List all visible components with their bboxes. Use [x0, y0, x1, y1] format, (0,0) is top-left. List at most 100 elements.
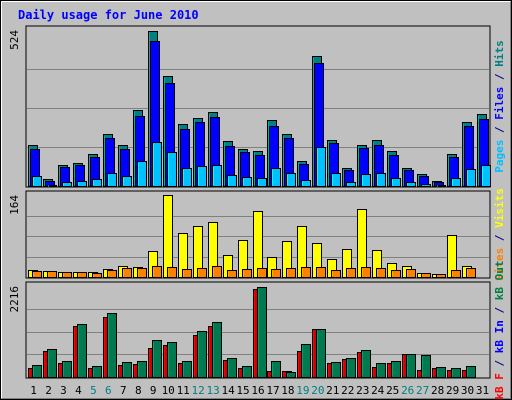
bar-sites	[391, 270, 401, 278]
bar-sites	[436, 274, 446, 278]
bar-sites	[137, 268, 147, 278]
day-label: 29	[446, 384, 459, 397]
legend-part: kB F	[493, 373, 506, 400]
bar-pages	[286, 173, 296, 187]
bar-sites	[62, 272, 72, 278]
day-label: 28	[431, 384, 444, 397]
bar-pages	[152, 142, 162, 187]
bar-kb-out	[122, 362, 132, 378]
bar-sites	[212, 266, 222, 278]
bar-sites	[316, 267, 326, 278]
panel-hits_files_pages: 524 Pages / Files / Hits	[8, 25, 506, 188]
day-label: 12	[191, 384, 204, 397]
legend-part: /	[493, 120, 506, 140]
bar-kb-out	[301, 344, 311, 378]
legend-part: /	[493, 353, 506, 373]
day-label: 17	[266, 384, 279, 397]
legend-part: kB Out	[493, 260, 506, 300]
panel-legend-label: Sites / Visits	[493, 188, 506, 281]
bar-pages	[92, 179, 102, 187]
legend-part: Visits	[493, 188, 506, 228]
bar-sites	[301, 267, 311, 278]
bar-pages	[122, 176, 132, 187]
bar-pages	[167, 152, 177, 187]
bar-kb-out	[331, 362, 341, 378]
bar-kb-out	[361, 350, 371, 378]
bar-pages	[406, 182, 416, 187]
bar-kb-out	[62, 361, 72, 378]
bar-kb-out	[436, 367, 446, 378]
day-label: 3	[60, 384, 67, 397]
bar-sites	[421, 273, 431, 278]
legend-part: /	[493, 228, 506, 248]
bar-kb-out	[227, 358, 237, 378]
bar-sites	[331, 270, 341, 278]
bar-pages	[47, 185, 57, 187]
bar-pages	[197, 166, 207, 187]
day-label: 26	[401, 384, 414, 397]
bar-sites	[376, 268, 386, 278]
bar-pages	[391, 178, 401, 187]
legend-part: Files	[493, 87, 506, 120]
bar-kb-out	[197, 331, 207, 378]
bar-kb-out	[167, 342, 177, 378]
bar-sites	[257, 268, 267, 278]
day-label: 25	[386, 384, 399, 397]
bar-pages	[271, 168, 281, 187]
bar-sites	[107, 270, 117, 278]
day-label: 18	[281, 384, 294, 397]
day-label: 30	[461, 384, 474, 397]
bar-pages	[316, 147, 326, 187]
bar-kb-out	[107, 313, 117, 378]
bar-sites	[286, 268, 296, 278]
bar-kb-out	[316, 329, 326, 378]
panel-legend-label: Pages / Files / Hits	[493, 40, 506, 173]
bars	[28, 31, 491, 187]
bar-sites	[466, 268, 476, 278]
bar-pages	[421, 184, 431, 187]
day-label: 6	[105, 384, 112, 397]
bar-pages	[77, 181, 87, 187]
legend-part: kB In	[493, 320, 506, 353]
bar-pages	[331, 173, 341, 187]
bars	[28, 195, 476, 278]
panel-ymax-label: 164	[8, 195, 21, 215]
day-label: 8	[135, 384, 142, 397]
day-label: 1	[30, 384, 37, 397]
bar-sites	[122, 268, 132, 278]
legend-part: /	[493, 300, 506, 320]
bar-sites	[167, 267, 177, 278]
bar-kb-out	[376, 363, 386, 378]
day-label: 5	[90, 384, 97, 397]
bar-kb-out	[152, 340, 162, 378]
day-label: 16	[251, 384, 264, 397]
bar-pages	[182, 168, 192, 187]
bar-pages	[212, 165, 222, 187]
chart-title: Daily usage for June 2010	[18, 8, 199, 22]
day-label: 24	[371, 384, 385, 397]
day-label: 20	[311, 384, 324, 397]
panel-ymax-label: 524	[8, 30, 21, 50]
bar-kb-out	[182, 361, 192, 378]
bar-sites	[32, 271, 42, 278]
bar-kb-out	[137, 361, 147, 378]
day-label: 4	[75, 384, 82, 397]
bar-kb-out	[92, 366, 102, 378]
bar-pages	[346, 182, 356, 187]
bar-sites	[227, 270, 237, 278]
day-label: 11	[177, 384, 190, 397]
bar-kb-out	[212, 322, 222, 378]
day-label: 13	[206, 384, 219, 397]
day-label: 15	[236, 384, 249, 397]
bar-pages	[137, 161, 147, 187]
bar-pages	[481, 165, 491, 187]
bar-kb-out	[47, 349, 57, 378]
legend-part: Hits	[493, 40, 506, 67]
bar-sites	[361, 267, 371, 278]
day-label: 2	[45, 384, 52, 397]
bar-pages	[242, 177, 252, 187]
day-label: 23	[356, 384, 369, 397]
